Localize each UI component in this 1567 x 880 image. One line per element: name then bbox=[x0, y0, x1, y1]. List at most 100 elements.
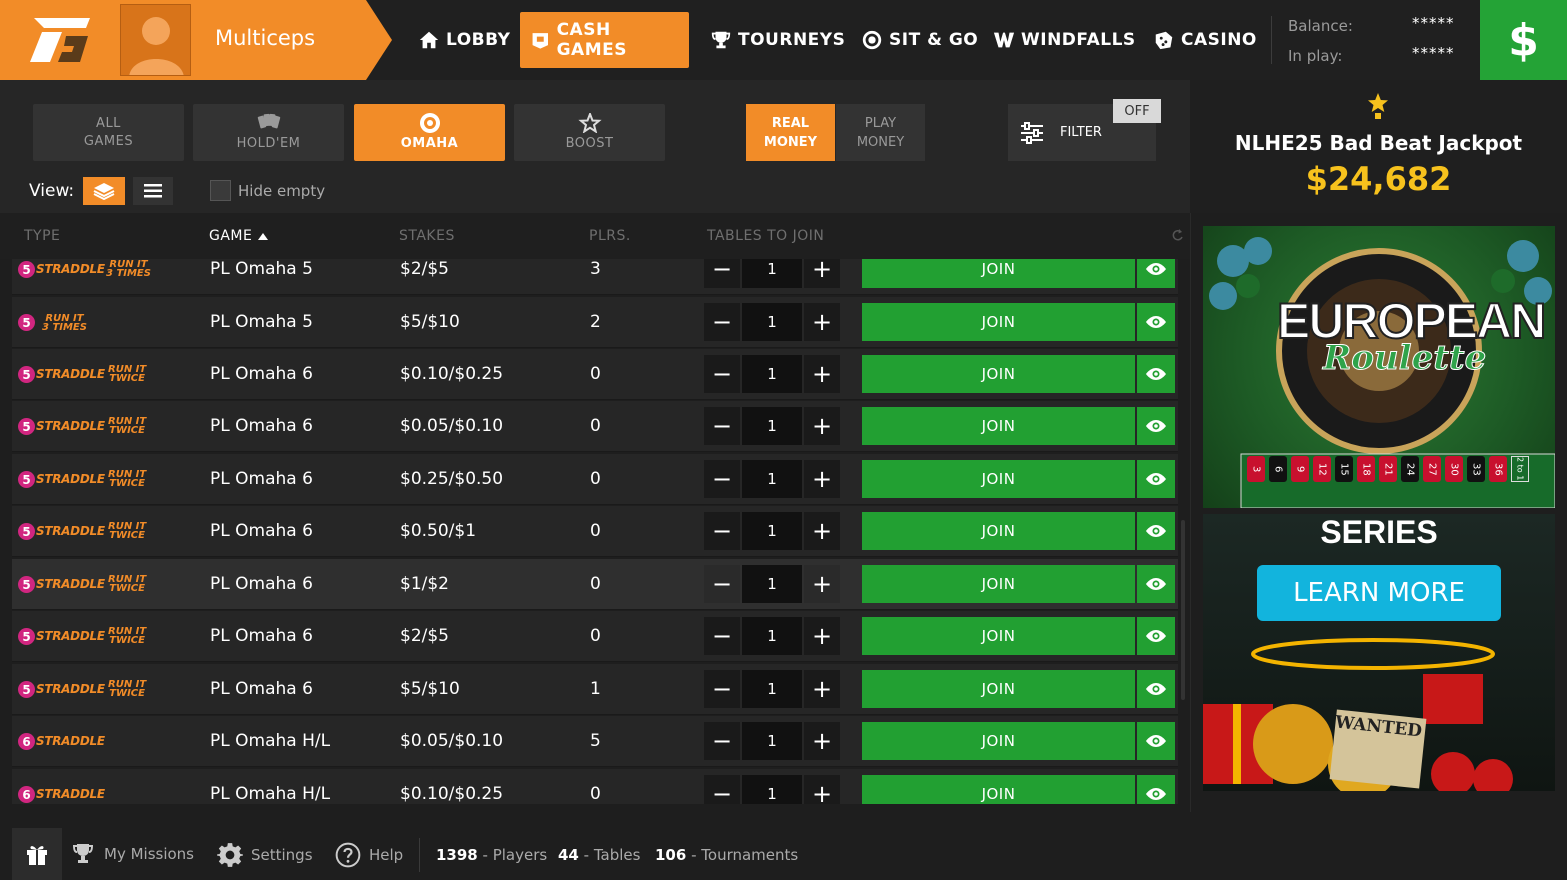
increase-button[interactable]: + bbox=[804, 407, 840, 445]
join-button[interactable]: JOIN bbox=[862, 407, 1135, 445]
promo-european-roulette[interactable]: EUROPEAN Roulette 3 6 9 12 15 18 21 24 2… bbox=[1203, 226, 1555, 508]
watch-button[interactable] bbox=[1137, 512, 1175, 550]
learn-more-button[interactable]: LEARN MORE bbox=[1257, 565, 1501, 621]
table-row[interactable]: 5 STRADDLE RUN IT TWICE PL Omaha 6 $0.50/… bbox=[12, 506, 1178, 557]
tables-quantity[interactable]: 1 bbox=[742, 775, 802, 804]
tab-real-money[interactable]: REAL MONEY bbox=[746, 104, 835, 161]
decrease-button[interactable]: − bbox=[704, 775, 740, 804]
nav-cash-games[interactable]: CASH GAMES bbox=[520, 12, 689, 68]
join-button[interactable]: JOIN bbox=[862, 722, 1135, 760]
watch-button[interactable] bbox=[1137, 617, 1175, 655]
decrease-button[interactable]: − bbox=[704, 512, 740, 550]
decrease-button[interactable]: − bbox=[704, 407, 740, 445]
tables-quantity[interactable]: 1 bbox=[742, 670, 802, 708]
refresh-icon[interactable] bbox=[1172, 228, 1183, 242]
table-row[interactable]: 5 STRADDLE RUN IT TWICE PL Omaha 6 $5/$10… bbox=[12, 664, 1178, 715]
site-logo[interactable] bbox=[28, 14, 94, 66]
nav-sit-go[interactable]: SIT & GO bbox=[851, 12, 988, 68]
table-row[interactable]: 5 STRADDLE RUN IT TWICE PL Omaha 6 $0.10/… bbox=[12, 349, 1178, 400]
tables-quantity[interactable]: 1 bbox=[742, 259, 802, 288]
table-row[interactable]: 5 STRADDLE RUN IT TWICE PL Omaha 6 $0.05/… bbox=[12, 401, 1178, 452]
watch-button[interactable] bbox=[1137, 259, 1175, 288]
column-stakes[interactable]: STAKES bbox=[399, 228, 455, 244]
join-button[interactable]: JOIN bbox=[862, 670, 1135, 708]
table-row[interactable]: 5 STRADDLE RUN IT TWICE PL Omaha 6 $1/$2 … bbox=[12, 559, 1178, 610]
join-button[interactable]: JOIN bbox=[862, 617, 1135, 655]
join-button[interactable]: JOIN bbox=[862, 565, 1135, 603]
decrease-button[interactable]: − bbox=[704, 355, 740, 393]
watch-button[interactable] bbox=[1137, 303, 1175, 341]
balance-label: Balance: bbox=[1288, 17, 1353, 35]
decrease-button[interactable]: − bbox=[704, 303, 740, 341]
tables-quantity[interactable]: 1 bbox=[742, 617, 802, 655]
tables-quantity[interactable]: 1 bbox=[742, 722, 802, 760]
watch-button[interactable] bbox=[1137, 355, 1175, 393]
nav-windfalls[interactable]: WINDFALLS bbox=[983, 12, 1146, 68]
decrease-button[interactable]: − bbox=[704, 670, 740, 708]
join-button[interactable]: JOIN bbox=[862, 460, 1135, 498]
nav-casino[interactable]: CASINO bbox=[1143, 12, 1267, 68]
tab-omaha[interactable]: OMAHA bbox=[354, 104, 505, 161]
increase-button[interactable]: + bbox=[804, 670, 840, 708]
tables-quantity[interactable]: 1 bbox=[742, 565, 802, 603]
username[interactable]: Multiceps bbox=[215, 26, 316, 50]
nav-lobby[interactable]: LOBBY bbox=[408, 12, 520, 68]
view-grid-button[interactable] bbox=[83, 177, 125, 205]
table-row[interactable]: 6 STRADDLE PL Omaha H/L $0.05/$0.10 5 − … bbox=[12, 716, 1178, 767]
join-button[interactable]: JOIN bbox=[862, 355, 1135, 393]
hide-empty-checkbox[interactable] bbox=[210, 180, 231, 201]
increase-button[interactable]: + bbox=[804, 512, 840, 550]
watch-button[interactable] bbox=[1137, 775, 1175, 804]
tab-boost[interactable]: BOOST bbox=[514, 104, 665, 161]
filter-toggle[interactable]: OFF bbox=[1113, 99, 1161, 123]
join-button[interactable]: JOIN bbox=[862, 259, 1135, 288]
increase-button[interactable]: + bbox=[804, 259, 840, 288]
table-row[interactable]: 6 STRADDLE PL Omaha H/L $0.10/$0.25 0 − … bbox=[12, 769, 1178, 804]
increase-button[interactable]: + bbox=[804, 355, 840, 393]
watch-button[interactable] bbox=[1137, 407, 1175, 445]
tables-quantity[interactable]: 1 bbox=[742, 460, 802, 498]
settings-link[interactable]: Settings bbox=[217, 842, 313, 868]
watch-button[interactable] bbox=[1137, 460, 1175, 498]
watch-button[interactable] bbox=[1137, 670, 1175, 708]
table-row[interactable]: 5 RUN IT 3 TIMES PL Omaha 5 $5/$10 2 − 1 … bbox=[12, 297, 1178, 348]
decrease-button[interactable]: − bbox=[704, 722, 740, 760]
increase-button[interactable]: + bbox=[804, 460, 840, 498]
join-button[interactable]: JOIN bbox=[862, 512, 1135, 550]
tables-quantity[interactable]: 1 bbox=[742, 303, 802, 341]
tab-all-games[interactable]: ALL GAMES bbox=[33, 104, 184, 161]
join-button[interactable]: JOIN bbox=[862, 775, 1135, 804]
tables-quantity[interactable]: 1 bbox=[742, 355, 802, 393]
watch-button[interactable] bbox=[1137, 565, 1175, 603]
table-scrollbar[interactable] bbox=[1181, 520, 1185, 700]
tables-quantity[interactable]: 1 bbox=[742, 407, 802, 445]
table-row[interactable]: 5 STRADDLE RUN IT TWICE PL Omaha 6 $2/$5 … bbox=[12, 611, 1178, 662]
decrease-button[interactable]: − bbox=[704, 617, 740, 655]
column-game[interactable]: GAME bbox=[209, 228, 269, 244]
increase-button[interactable]: + bbox=[804, 617, 840, 655]
increase-button[interactable]: + bbox=[804, 722, 840, 760]
decrease-button[interactable]: − bbox=[704, 259, 740, 288]
column-type[interactable]: TYPE bbox=[24, 228, 61, 244]
table-row[interactable]: 5 STRADDLE RUN IT TWICE PL Omaha 6 $0.25/… bbox=[12, 454, 1178, 505]
tables-quantity[interactable]: 1 bbox=[742, 512, 802, 550]
avatar[interactable] bbox=[120, 4, 191, 76]
my-missions-link[interactable]: My Missions bbox=[70, 842, 194, 866]
column-players[interactable]: PLRS. bbox=[589, 228, 631, 244]
tab-holdem[interactable]: HOLD'EM bbox=[193, 104, 344, 161]
table-row[interactable]: 5 STRADDLE RUN IT 3 TIMES PL Omaha 5 $2/$… bbox=[12, 259, 1178, 295]
watch-button[interactable] bbox=[1137, 722, 1175, 760]
promo-series[interactable]: SERIES LEARN MORE WANTED bbox=[1203, 514, 1555, 791]
decrease-button[interactable]: − bbox=[704, 565, 740, 603]
nav-tourneys[interactable]: TOURNEYS bbox=[700, 12, 855, 68]
view-list-button[interactable] bbox=[133, 177, 173, 205]
join-button[interactable]: JOIN bbox=[862, 303, 1135, 341]
help-link[interactable]: Help bbox=[335, 842, 403, 868]
increase-button[interactable]: + bbox=[804, 775, 840, 804]
tab-play-money[interactable]: PLAY MONEY bbox=[836, 104, 925, 161]
cashier-button[interactable]: $ bbox=[1480, 0, 1567, 80]
gift-button[interactable] bbox=[12, 828, 62, 880]
decrease-button[interactable]: − bbox=[704, 460, 740, 498]
increase-button[interactable]: + bbox=[804, 303, 840, 341]
increase-button[interactable]: + bbox=[804, 565, 840, 603]
